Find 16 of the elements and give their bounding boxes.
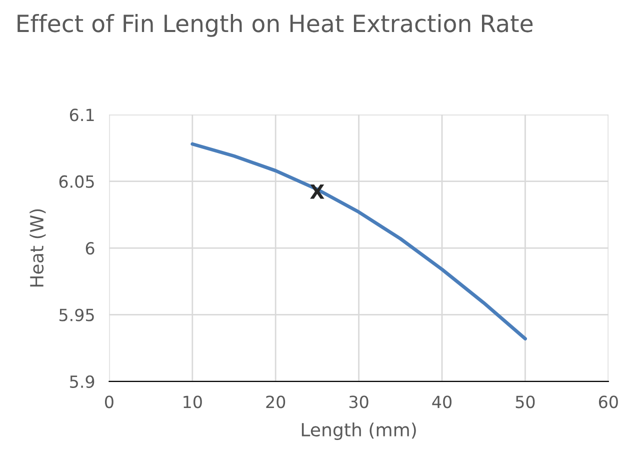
line-series <box>190 142 527 340</box>
x-tick-label: 60 <box>598 396 618 408</box>
y-tick-label: 6.05 <box>59 175 94 188</box>
x-tick-label: 20 <box>266 396 286 408</box>
x-tick-label: 40 <box>432 396 452 408</box>
x-tick-label: 50 <box>516 396 535 408</box>
y-axis-title: Heat (W) <box>30 209 46 287</box>
y-tick-label: 6.1 <box>70 108 94 122</box>
y-tick-label: 5.9 <box>70 375 94 388</box>
x-axis-title: Length (mm) <box>302 422 416 440</box>
y-tick-label: 5.95 <box>59 308 94 322</box>
x-tick-label: 30 <box>349 396 368 408</box>
chart-title: Effect of Fin Length on Heat Extraction Rate <box>18 14 533 37</box>
y-tick-label: 6 <box>86 242 94 255</box>
x-tick-label: 0 <box>104 396 114 408</box>
x-tick-label: 10 <box>184 396 202 408</box>
